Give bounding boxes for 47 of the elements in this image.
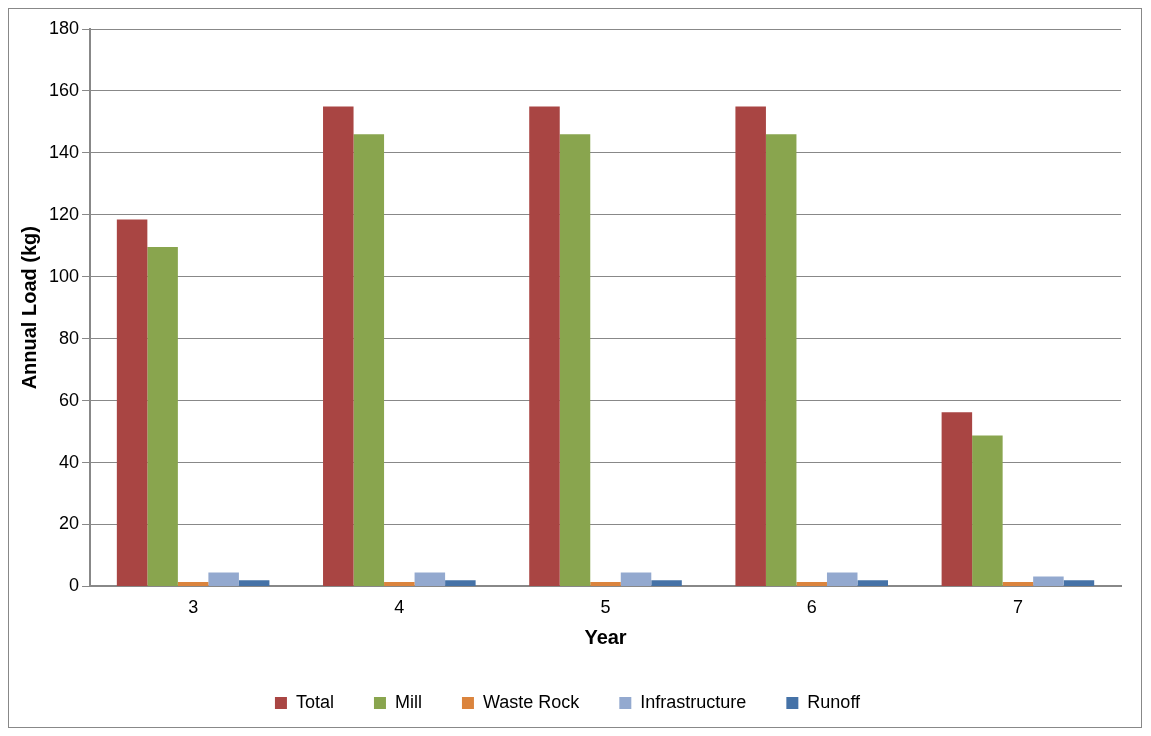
bar xyxy=(1033,576,1064,586)
bar xyxy=(651,580,682,586)
bar xyxy=(1002,582,1034,586)
bar xyxy=(857,580,888,586)
bar xyxy=(529,106,560,586)
x-tick-label: 3 xyxy=(188,597,199,618)
bar xyxy=(559,134,591,586)
bar xyxy=(1063,580,1095,586)
x-tick-label: 5 xyxy=(600,597,611,618)
y-tick-label: 120 xyxy=(48,203,80,224)
bar xyxy=(796,582,827,586)
y-tick-label: 100 xyxy=(48,265,80,286)
y-tick-label: 0 xyxy=(69,575,80,596)
y-tick-label: 160 xyxy=(48,79,80,100)
x-tick-label: 7 xyxy=(1012,597,1023,618)
bar xyxy=(735,106,766,586)
bar xyxy=(414,572,446,586)
bar xyxy=(116,219,148,586)
legend-label: Total xyxy=(295,691,334,712)
y-tick-label: 80 xyxy=(59,327,80,348)
y-tick-label: 140 xyxy=(48,141,80,162)
x-tick-label: 6 xyxy=(806,597,817,618)
bar xyxy=(826,572,858,586)
bar xyxy=(765,134,797,586)
bar xyxy=(177,582,209,586)
legend-label: Runoff xyxy=(807,691,862,712)
bar xyxy=(972,435,1003,586)
y-tick-label: 40 xyxy=(59,451,80,472)
bar xyxy=(384,582,415,586)
bar xyxy=(323,106,354,586)
bar xyxy=(238,580,270,586)
bar xyxy=(941,412,973,586)
y-tick-label: 180 xyxy=(48,17,80,38)
y-axis-title: Annual Load (kg) xyxy=(17,226,40,390)
bar xyxy=(353,134,385,586)
bar xyxy=(445,580,476,586)
bar xyxy=(620,572,652,586)
bar xyxy=(590,582,621,586)
bar xyxy=(147,247,178,586)
bar xyxy=(208,572,239,586)
legend-label: Waste Rock xyxy=(482,691,581,712)
y-tick-label: 60 xyxy=(59,389,80,410)
legend-label: Infrastructure xyxy=(640,691,747,712)
x-axis-title: Year xyxy=(584,625,627,648)
legend-label: Mill xyxy=(394,691,422,712)
y-tick-label: 20 xyxy=(59,513,80,534)
x-tick-label: 4 xyxy=(394,597,405,618)
